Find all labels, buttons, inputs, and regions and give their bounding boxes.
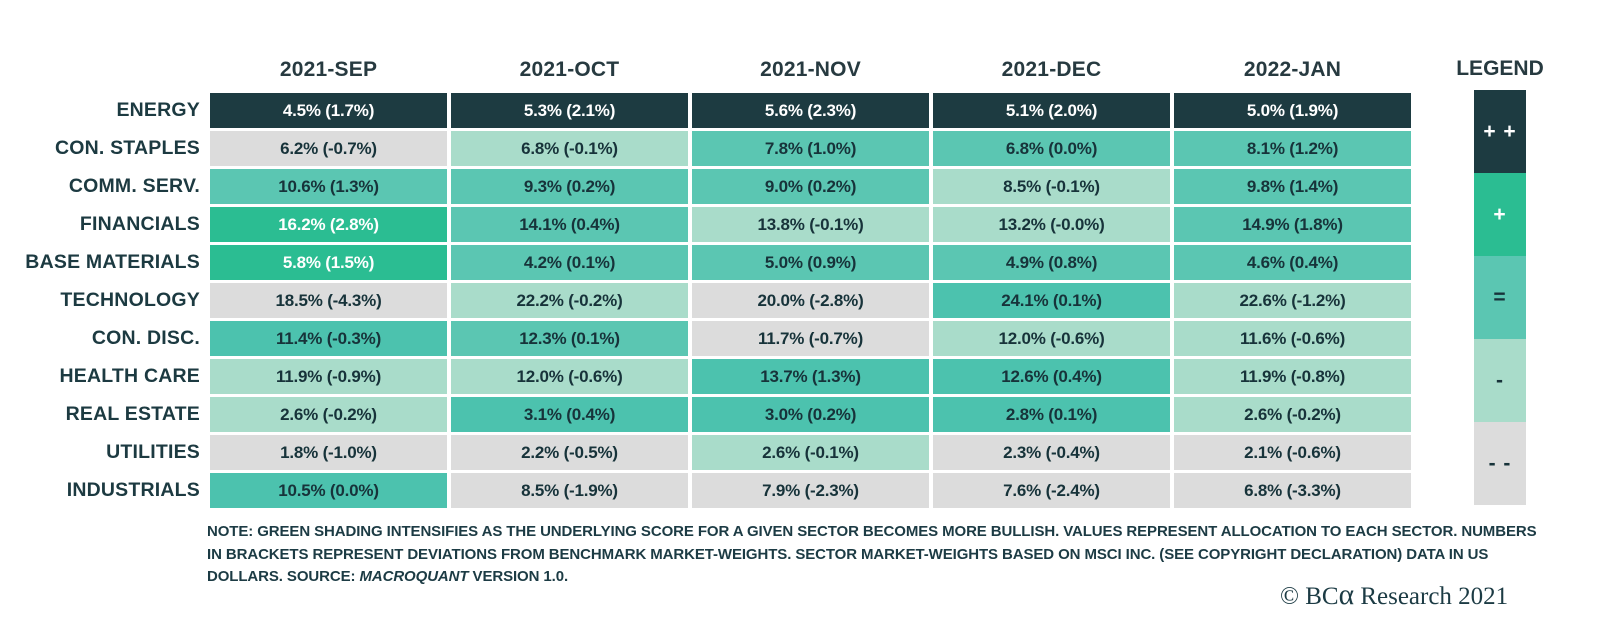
heatmap-cell: 14.1% (0.4%) bbox=[451, 207, 688, 242]
heatmap-cell: 12.6% (0.4%) bbox=[933, 359, 1170, 394]
row-label-base-materials: BASE MATERIALS bbox=[25, 251, 200, 273]
row-label-industrials: INDUSTRIALS bbox=[66, 479, 200, 501]
heatmap-cell: 11.9% (-0.9%) bbox=[210, 359, 447, 394]
copyright-suffix: Research 2021 bbox=[1354, 583, 1509, 610]
heatmap-cell: 2.1% (-0.6%) bbox=[1174, 435, 1411, 470]
legend-item-minus: - bbox=[1474, 339, 1526, 422]
heatmap-cell: 9.3% (0.2%) bbox=[451, 169, 688, 204]
heatmap-cell: 4.6% (0.4%) bbox=[1174, 245, 1411, 280]
heatmap-cell: 18.5% (-4.3%) bbox=[210, 283, 447, 318]
legend-title: LEGEND bbox=[1456, 57, 1544, 80]
row-label-health-care: HEALTH CARE bbox=[59, 365, 200, 387]
row-label-comm-serv: COMM. SERV. bbox=[68, 175, 200, 197]
heatmap-cell: 9.0% (0.2%) bbox=[692, 169, 929, 204]
heatmap-cell: 22.6% (-1.2%) bbox=[1174, 283, 1411, 318]
heatmap-cell: 10.5% (0.0%) bbox=[210, 473, 447, 508]
footnote: NOTE: GREEN SHADING INTENSIFIES AS THE U… bbox=[207, 521, 1537, 589]
row-label-financials: FINANCIALS bbox=[79, 213, 200, 235]
heatmap-cell: 4.5% (1.7%) bbox=[210, 93, 447, 128]
heatmap-cell: 5.0% (1.9%) bbox=[1174, 93, 1411, 128]
column-header-2021-oct: 2021-OCT bbox=[519, 58, 620, 81]
heatmap-cell: 12.3% (0.1%) bbox=[451, 321, 688, 356]
heatmap-cell: 6.2% (-0.7%) bbox=[210, 131, 447, 166]
heatmap-cell: 6.8% (-3.3%) bbox=[1174, 473, 1411, 508]
heatmap-cell: 13.2% (-0.0%) bbox=[933, 207, 1170, 242]
heatmap-cell: 16.2% (2.8%) bbox=[210, 207, 447, 242]
column-header-2021-sep: 2021-SEP bbox=[279, 58, 378, 81]
heatmap-cell: 6.8% (0.0%) bbox=[933, 131, 1170, 166]
heatmap-cell: 13.8% (-0.1%) bbox=[692, 207, 929, 242]
heatmap-cell: 7.8% (1.0%) bbox=[692, 131, 929, 166]
row-label-technology: TECHNOLOGY bbox=[60, 289, 200, 311]
heatmap-cell: 3.1% (0.4%) bbox=[451, 397, 688, 432]
heatmap-cell: 12.0% (-0.6%) bbox=[933, 321, 1170, 356]
footnote-text: NOTE: GREEN SHADING INTENSIFIES AS THE U… bbox=[207, 523, 1537, 585]
heatmap-cell: 2.2% (-0.5%) bbox=[451, 435, 688, 470]
heatmap-cell: 12.0% (-0.6%) bbox=[451, 359, 688, 394]
heatmap-cell: 11.7% (-0.7%) bbox=[692, 321, 929, 356]
bca-research-copyright: © BCα Research 2021 bbox=[1280, 580, 1590, 611]
heatmap-cell: 7.6% (-2.4%) bbox=[933, 473, 1170, 508]
row-label-real-estate: REAL ESTATE bbox=[65, 403, 200, 425]
legend-item-plus-plus: + + bbox=[1474, 90, 1526, 173]
column-header-2021-nov: 2021-NOV bbox=[760, 58, 861, 81]
row-label-utilities: UTILITIES bbox=[106, 441, 200, 463]
heatmap-cell: 2.8% (0.1%) bbox=[933, 397, 1170, 432]
legend-item-equal: = bbox=[1474, 256, 1526, 339]
heatmap-cell: 5.3% (2.1%) bbox=[451, 93, 688, 128]
heatmap-cell: 5.1% (2.0%) bbox=[933, 93, 1170, 128]
row-label-con-disc: CON. DISC. bbox=[91, 327, 200, 349]
copyright-prefix: © BC bbox=[1280, 583, 1339, 610]
heatmap-cell: 3.0% (0.2%) bbox=[692, 397, 929, 432]
heatmap-cell: 14.9% (1.8%) bbox=[1174, 207, 1411, 242]
heatmap-cell: 1.8% (-1.0%) bbox=[210, 435, 447, 470]
heatmap-cell: 11.4% (-0.3%) bbox=[210, 321, 447, 356]
heatmap-cell: 10.6% (1.3%) bbox=[210, 169, 447, 204]
column-header-2022-jan: 2022-JAN bbox=[1243, 58, 1342, 81]
heatmap-cell: 9.8% (1.4%) bbox=[1174, 169, 1411, 204]
row-label-con-staples: CON. STAPLES bbox=[54, 137, 200, 159]
heatmap-cell: 8.1% (1.2%) bbox=[1174, 131, 1411, 166]
heatmap-cell: 13.7% (1.3%) bbox=[692, 359, 929, 394]
heatmap-cell: 4.2% (0.1%) bbox=[451, 245, 688, 280]
heatmap-cell: 20.0% (-2.8%) bbox=[692, 283, 929, 318]
legend-item-minus-minus: - - bbox=[1474, 422, 1526, 505]
heatmap-cell: 11.9% (-0.8%) bbox=[1174, 359, 1411, 394]
header-spacer bbox=[0, 55, 206, 90]
footnote-source-name: MACROQUANT bbox=[359, 568, 469, 585]
heatmap-cell: 24.1% (0.1%) bbox=[933, 283, 1170, 318]
row-label-energy: ENERGY bbox=[116, 99, 200, 121]
legend-color-scale: + + + = - - - bbox=[1474, 90, 1526, 505]
heatmap-cell: 2.6% (-0.1%) bbox=[692, 435, 929, 470]
heatmap-cell: 6.8% (-0.1%) bbox=[451, 131, 688, 166]
bca-alpha-glyph: α bbox=[1338, 579, 1355, 611]
heatmap-cell: 5.8% (1.5%) bbox=[210, 245, 447, 280]
heatmap-cell: 4.9% (0.8%) bbox=[933, 245, 1170, 280]
heatmap-cell: 8.5% (-1.9%) bbox=[451, 473, 688, 508]
footnote-version: VERSION 1.0. bbox=[468, 568, 569, 585]
heatmap-table: 2021-SEP 2021-OCT 2021-NOV 2021-DEC 2022… bbox=[0, 55, 1411, 508]
heatmap-cell: 5.0% (0.9%) bbox=[692, 245, 929, 280]
heatmap-cell: 22.2% (-0.2%) bbox=[451, 283, 688, 318]
heatmap-cell: 5.6% (2.3%) bbox=[692, 93, 929, 128]
heatmap-cell: 2.3% (-0.4%) bbox=[933, 435, 1170, 470]
heatmap-cell: 8.5% (-0.1%) bbox=[933, 169, 1170, 204]
heatmap-cell: 7.9% (-2.3%) bbox=[692, 473, 929, 508]
legend-item-plus: + bbox=[1474, 173, 1526, 256]
heatmap-cell: 11.6% (-0.6%) bbox=[1174, 321, 1411, 356]
column-header-2021-dec: 2021-DEC bbox=[1001, 58, 1102, 81]
heatmap-cell: 2.6% (-0.2%) bbox=[1174, 397, 1411, 432]
heatmap-cell: 2.6% (-0.2%) bbox=[210, 397, 447, 432]
